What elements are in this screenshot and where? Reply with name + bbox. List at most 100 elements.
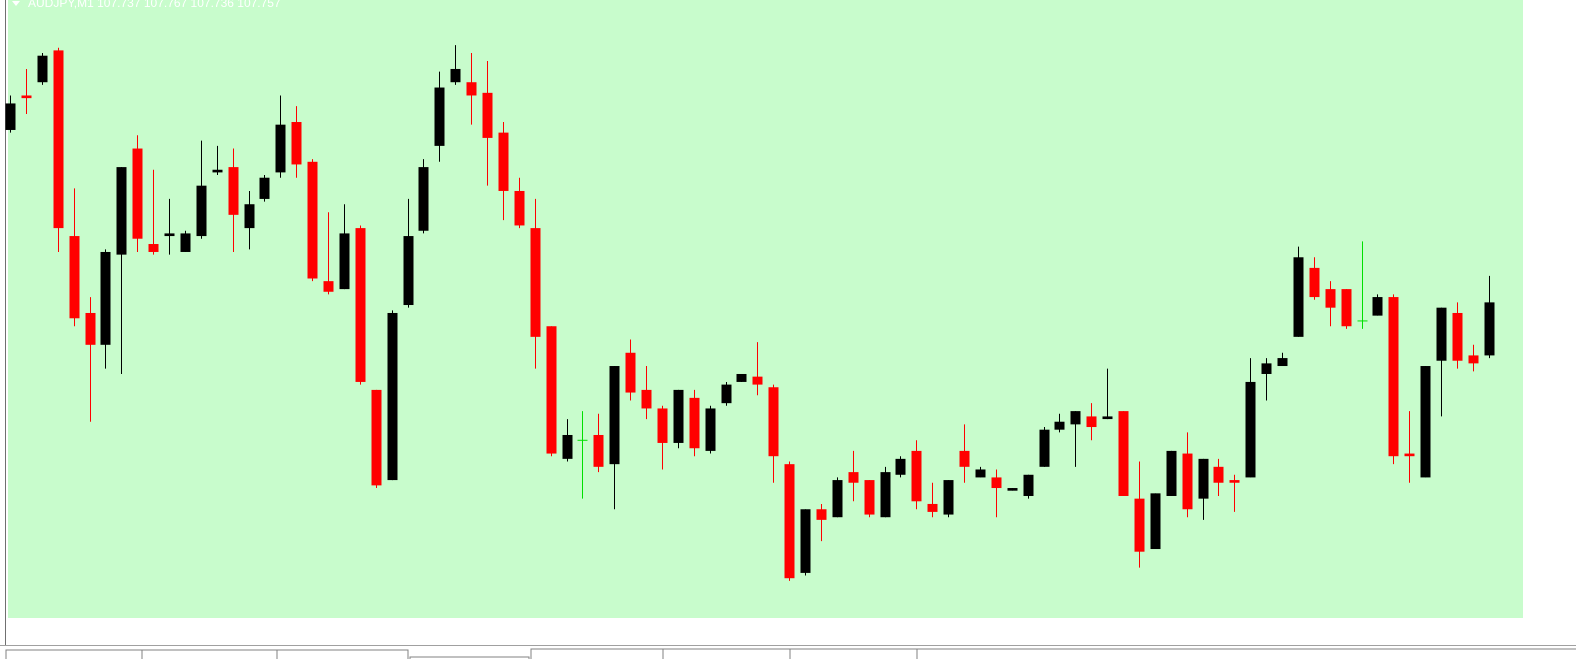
candle-body [816,509,827,520]
collapse-arrow[interactable] [12,1,20,6]
candle-body [85,312,96,345]
candle-body [832,480,843,518]
candle-body [244,204,255,229]
candle-body [911,450,922,502]
candle-body [37,55,48,83]
candle-body [69,236,80,319]
candle-body [275,124,286,173]
candle-body [657,408,668,443]
candle-body [530,228,541,337]
candle-body [482,92,493,138]
candle-body [403,236,414,306]
chart-title: AUDJPY,M1 107.737 107.767 107.736 107.75… [28,0,281,10]
candle-body [641,389,652,409]
candle-body [53,50,64,229]
candle-body [323,281,334,292]
candle-body [498,132,509,191]
candle-body [387,312,398,481]
candle-body [466,82,477,96]
candle-body [196,185,207,237]
candle-body [991,477,1002,489]
candle-body [434,87,445,146]
candle-body [291,122,302,165]
candle-body [593,434,604,467]
candles [5,45,1495,581]
candle-body [1420,366,1431,478]
tab[interactable] [530,648,1576,659]
candle-body [212,169,223,173]
candle-body [1277,358,1288,367]
candle-body [625,352,636,393]
candle-body [116,167,127,255]
candle-body [848,472,859,483]
candle-body [1134,498,1145,552]
candle-body [1118,411,1129,496]
candle-body [943,480,954,515]
candle-body [1261,363,1272,374]
candle-body [5,103,16,130]
candle-body [800,509,811,573]
candle-body [1468,355,1479,364]
candle-body [609,366,620,465]
candle-body [100,251,111,345]
candle-body [228,167,239,215]
candle-body [1054,421,1065,430]
candle-body [768,387,779,457]
candle-body [148,244,159,252]
candle-body [927,503,938,512]
candle-body [562,434,573,459]
candle-body [752,376,763,385]
candle-body [1309,267,1320,298]
candle-body [1086,416,1097,428]
plot-area [8,0,1523,618]
candle-body [1023,474,1034,496]
tab[interactable] [409,656,530,659]
candle-body [418,167,429,231]
candle-body [895,458,906,475]
candle-body [450,68,461,83]
candle-body [1198,458,1209,499]
tab-bar [5,648,1576,659]
candle-body [1166,450,1177,496]
tab[interactable] [5,649,409,659]
candle-body [1102,416,1113,420]
candle-body [1404,453,1415,457]
candle-body [673,389,684,443]
candle-body [164,233,175,237]
candle-body [721,384,732,404]
candle-body [180,233,191,252]
candle-body [959,450,970,467]
candle-body [546,326,557,454]
candle-body [1484,302,1495,356]
candle-body [1039,429,1050,467]
candle-body [1293,257,1304,337]
candle-body [132,148,143,239]
candle-body [1372,297,1383,316]
candle-body [975,469,986,478]
candle-body [864,480,875,515]
candle-body [1213,466,1224,483]
candle-body [355,228,366,382]
candle-body [1229,480,1240,483]
candle-body [1388,297,1399,457]
candle-body [1182,453,1193,510]
candle-body [339,233,350,290]
candle-body [1452,312,1463,361]
candle-body [1150,493,1161,550]
candle-body [689,397,700,449]
candle-body [307,161,318,279]
candle-body [259,177,270,199]
candle-body [1341,289,1352,327]
candle-body [736,373,747,382]
candle-body [1245,381,1256,478]
candle-body [1070,411,1081,425]
candle-body [784,464,795,579]
candle-body [705,408,716,451]
candle-body [371,389,382,486]
candle-body [514,190,525,226]
candle-body [880,472,891,518]
candle-body [21,95,32,99]
candle-body [1436,307,1447,361]
